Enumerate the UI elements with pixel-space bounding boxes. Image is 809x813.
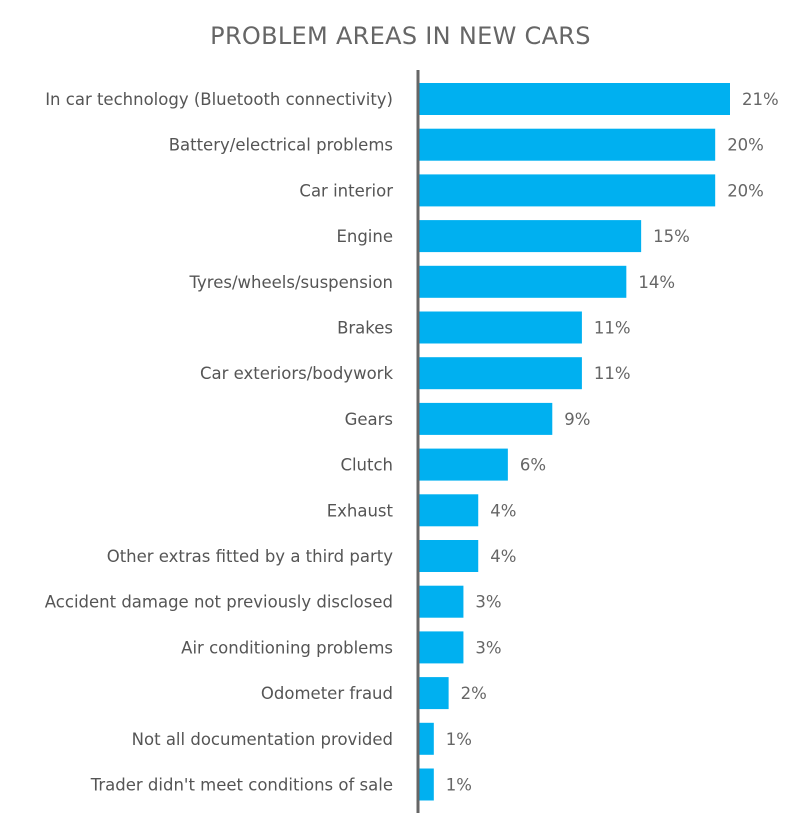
data-label: 1% <box>446 730 472 749</box>
category-label: Gears <box>345 410 393 429</box>
category-label: Car exteriors/bodywork <box>200 364 393 383</box>
data-label: 20% <box>727 136 764 155</box>
bar <box>419 768 434 801</box>
bar <box>419 585 464 618</box>
data-label: 3% <box>475 638 501 657</box>
bar <box>419 631 464 664</box>
data-label: 4% <box>490 501 516 520</box>
category-label: Accident damage not previously disclosed <box>45 593 393 612</box>
data-label: 2% <box>461 684 487 703</box>
bar <box>419 220 642 253</box>
bar <box>419 448 508 481</box>
bar <box>419 311 582 344</box>
data-label: 15% <box>653 227 690 246</box>
category-label: Clutch <box>340 456 393 475</box>
category-label: Trader didn't meet conditions of sale <box>90 776 393 795</box>
category-label: Tyres/wheels/suspension <box>189 273 393 292</box>
data-label: 21% <box>742 90 779 109</box>
data-label: 14% <box>638 273 675 292</box>
chart-title: PROBLEM AREAS IN NEW CARS <box>210 22 591 50</box>
category-label: Other extras fitted by a third party <box>107 547 394 566</box>
data-label: 3% <box>475 593 501 612</box>
bar <box>419 357 582 390</box>
bar <box>419 494 479 527</box>
category-label: Car interior <box>299 181 393 200</box>
bar <box>419 402 553 435</box>
category-label: Air conditioning problems <box>181 638 393 657</box>
data-label: 1% <box>446 776 472 795</box>
data-label: 20% <box>727 181 764 200</box>
category-label: Odometer fraud <box>261 684 393 703</box>
bar <box>419 174 716 207</box>
category-label: Engine <box>336 227 393 246</box>
bar <box>419 722 434 755</box>
category-label: Exhaust <box>327 501 394 520</box>
category-label: Not all documentation provided <box>132 730 393 749</box>
category-label: Brakes <box>337 319 393 338</box>
data-label: 6% <box>520 456 546 475</box>
category-label: Battery/electrical problems <box>169 136 393 155</box>
data-label: 9% <box>564 410 590 429</box>
data-label: 11% <box>594 319 631 338</box>
bar <box>419 677 449 710</box>
bar <box>419 540 479 572</box>
bar <box>419 83 730 115</box>
data-label: 11% <box>594 364 631 383</box>
bar <box>419 128 716 161</box>
category-label: In car technology (Bluetooth connectivit… <box>45 90 393 109</box>
data-label: 4% <box>490 547 516 566</box>
bar <box>419 265 627 298</box>
